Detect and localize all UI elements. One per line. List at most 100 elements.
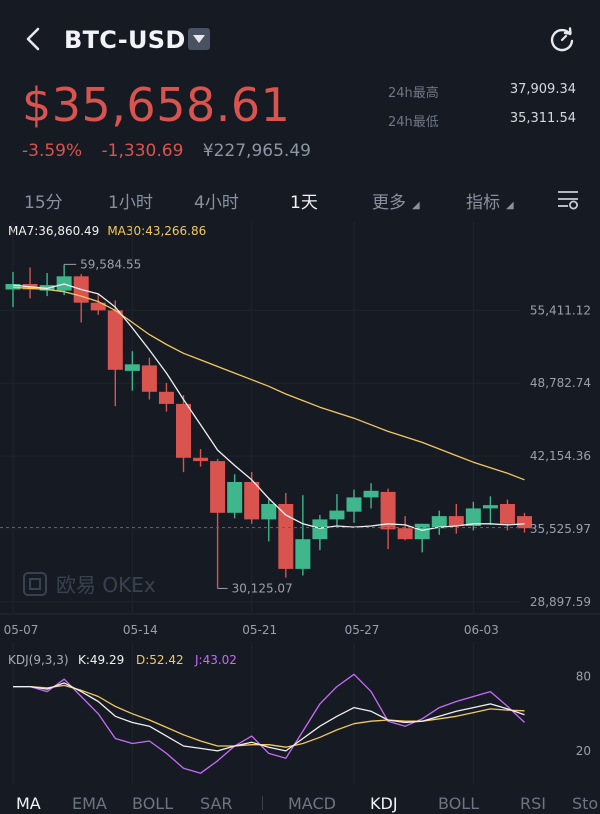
kdj-k-line <box>13 682 525 752</box>
stat-24h-low: 24h最低 35,311.54 <box>388 111 576 130</box>
change-percent: -3.59% <box>22 141 83 161</box>
high-annotation: 59,584.55 <box>80 257 141 271</box>
y-tick-label: 42,154.36 <box>530 449 591 463</box>
candle-body <box>210 461 226 513</box>
y-tick-label: 55,411.12 <box>530 303 591 317</box>
candle-body <box>176 403 191 458</box>
timeframe-tabs: 15分 1小时 4小时 1天 更多 ◢ 指标 ◢ <box>0 180 600 220</box>
ma7-line <box>12 283 525 532</box>
kdj-j-line <box>13 673 525 774</box>
indicator-boll-main[interactable]: BOLL <box>132 794 174 813</box>
pair-title[interactable]: BTC-USD <box>64 26 186 54</box>
candle-body <box>465 508 481 526</box>
tab-1h[interactable]: 1小时 <box>108 188 153 213</box>
candle-body <box>141 365 157 392</box>
price-cny: ¥227,965.49 <box>202 141 311 161</box>
okex-logo-inner <box>29 578 41 590</box>
chevron-left-icon <box>26 27 40 51</box>
indicator-macd[interactable]: MACD <box>288 794 336 813</box>
tab-1d[interactable]: 1天 <box>290 188 318 213</box>
candle-body <box>278 504 294 569</box>
kdj-j-label: J:43.02 <box>194 653 237 667</box>
kdj-legend: KDJ(9,3,3) <box>8 653 69 667</box>
indicator-sto[interactable]: Sto <box>572 794 599 813</box>
x-tick-label: 06-03 <box>464 623 499 637</box>
annotations: 59,584.55 30,125.07 <box>0 257 520 595</box>
tab-indicators[interactable]: 指标 ◢ <box>466 188 514 213</box>
candle-body <box>431 516 447 529</box>
candle-body <box>499 504 515 524</box>
indicator-rsi[interactable]: RSI <box>520 794 546 813</box>
low-annotation: 30,125.07 <box>232 581 293 595</box>
candle-body <box>397 528 413 540</box>
kdj-d-line <box>13 684 525 748</box>
tab-label: 4小时 <box>194 193 239 213</box>
refresh-icon <box>550 27 574 52</box>
candle-body <box>244 482 260 520</box>
caret-icon: ◢ <box>506 200 514 211</box>
top-bar: BTC-USD <box>0 0 600 78</box>
tab-more[interactable]: 更多 ◢ <box>372 188 420 213</box>
x-tick-label: 05-14 <box>123 623 158 637</box>
candle-body <box>227 482 243 513</box>
candle-body <box>295 539 311 569</box>
candle-body <box>107 310 123 370</box>
stat-label: 24h最低 <box>388 115 439 130</box>
date-axis: 05-07 05-14 05-21 05-27 06-03 <box>4 623 499 637</box>
caret-icon: ◢ <box>412 200 420 211</box>
tab-label: 更多 <box>372 193 406 213</box>
candle-body <box>261 504 277 520</box>
change-absolute: -1,330.69 <box>101 141 184 161</box>
kdj-y-tick-label: 20 <box>576 744 591 758</box>
chart-settings-button[interactable] <box>556 188 580 210</box>
indicator-boll-sub[interactable]: BOLL <box>438 794 480 813</box>
candle-body <box>193 457 209 462</box>
indicator-ema[interactable]: EMA <box>72 794 107 813</box>
back-button[interactable] <box>20 24 50 54</box>
y-tick-label: 48,782.74 <box>530 376 591 390</box>
refresh-button[interactable] <box>548 26 576 54</box>
stat-24h-high: 24h最高 37,909.34 <box>388 82 576 101</box>
kdj-k-label: K:49.29 <box>78 653 124 667</box>
ma7-label: MA7:36,860.49 <box>8 224 100 238</box>
candle-body <box>124 364 140 371</box>
chart-grid <box>0 222 600 784</box>
watermark-text: 欧易 OKEx <box>56 573 156 597</box>
candle-body <box>448 516 464 526</box>
tab-15m[interactable]: 15分 <box>24 188 63 213</box>
candle-body <box>5 284 21 290</box>
candle-body <box>482 505 498 509</box>
x-tick-label: 05-07 <box>4 623 39 637</box>
indicator-sar[interactable]: SAR <box>200 794 233 813</box>
candle-body <box>517 516 532 529</box>
okex-logo-icon <box>23 572 47 596</box>
price-chart[interactable]: 欧易 OKEx 59,584.55 30,125.07 55,411.12 48,7… <box>0 222 600 790</box>
tab-label: 指标 <box>466 193 500 213</box>
candles <box>5 264 532 589</box>
candle-body <box>363 490 379 498</box>
candle-body <box>380 491 396 530</box>
kdj-d-label: D:52.42 <box>136 653 184 667</box>
pair-dropdown-button[interactable] <box>188 28 210 50</box>
tab-label: 1天 <box>290 193 318 213</box>
candle-body <box>329 510 345 520</box>
tab-label: 15分 <box>24 193 63 213</box>
indicator-kdj[interactable]: KDJ <box>370 794 398 813</box>
tab-4h[interactable]: 4小时 <box>194 188 239 213</box>
candle-body <box>90 302 106 311</box>
indicator-nav: MA EMA BOLL SAR MACD KDJ BOLL RSI Sto <box>0 790 600 814</box>
x-tick-label: 05-27 <box>345 623 380 637</box>
y-tick-label: 35,525.97 <box>530 522 591 536</box>
kdj-panel: KDJ(9,3,3) K:49.29 D:52.42 J:43.02 80 20 <box>8 653 591 774</box>
y-tick-label: 28,897.59 <box>530 595 591 609</box>
candle-body <box>158 391 174 404</box>
price-axis: 55,411.12 48,782.74 42,154.36 35,525.97 28,8… <box>530 303 591 609</box>
stat-value: 35,311.54 <box>509 111 576 126</box>
nav-divider <box>262 796 263 810</box>
tab-label: 1小时 <box>108 193 153 213</box>
moving-averages <box>12 283 525 532</box>
indicator-ma[interactable]: MA <box>16 794 41 813</box>
watermark: 欧易 OKEx <box>23 572 156 597</box>
candle-body <box>346 497 362 512</box>
x-tick-label: 05-21 <box>242 623 277 637</box>
